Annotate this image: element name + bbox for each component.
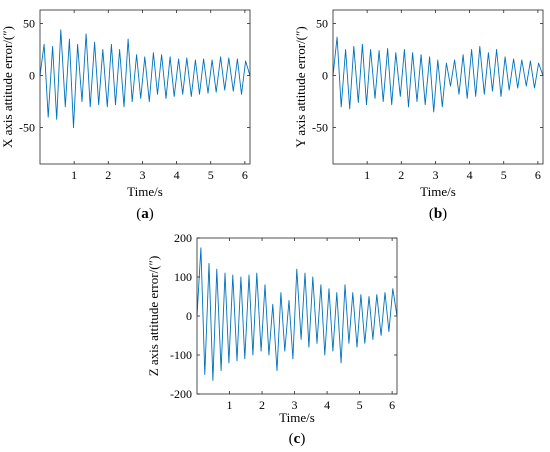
y-tick-label: 0 xyxy=(186,309,192,323)
panel-label-close-paren: ) xyxy=(149,206,154,222)
x-tick-label: 1 xyxy=(364,168,370,182)
y-tick-label: -200 xyxy=(170,387,192,401)
x-tick-label: 5 xyxy=(208,168,214,182)
series-line xyxy=(332,36,544,113)
x-tick-label: 4 xyxy=(324,398,330,412)
y-tick-label: 200 xyxy=(174,231,192,245)
x-tick-label: 3 xyxy=(432,168,438,182)
x-tick-label: 5 xyxy=(357,398,363,412)
chart-panel-b: 1 2 3 4 5 6 50 0 -50 Time/s Y axis attitude error/… xyxy=(293,9,544,222)
x-tick-label: 6 xyxy=(535,168,541,182)
chart-panel-c: 1 2 3 4 5 6 200 100 0 -100 -200 Time/s Z axis attitu… xyxy=(146,231,398,447)
x-tick-label: 3 xyxy=(139,168,145,182)
x-tick-label: 6 xyxy=(242,168,248,182)
panel-label-letter: a xyxy=(141,206,149,222)
series-line xyxy=(39,29,251,129)
panel-label-close-paren: ) xyxy=(300,431,305,447)
panel-label-close-paren: ) xyxy=(442,206,447,222)
y-tick-label: 50 xyxy=(316,17,328,31)
x-axis-label: Time/s xyxy=(127,184,163,199)
x-tick-label: 6 xyxy=(389,398,395,412)
panel-label-letter: b xyxy=(434,206,442,222)
panel-label: (a) xyxy=(136,206,154,222)
y-tick-label: -100 xyxy=(170,348,192,362)
y-tick-label: 50 xyxy=(23,17,35,31)
x-tick-label: 2 xyxy=(259,398,265,412)
x-tick-label: 2 xyxy=(105,168,111,182)
x-tick-label: 3 xyxy=(292,398,298,412)
panel-label-letter: c xyxy=(294,431,301,447)
y-tick-label: 0 xyxy=(322,69,328,83)
y-axis-label: Z axis attitude error/(″) xyxy=(146,256,161,377)
panel-label: (c) xyxy=(289,431,306,447)
panel-label-open-paren: ( xyxy=(429,206,434,222)
panel-label-open-paren: ( xyxy=(289,431,294,447)
plot-frame xyxy=(39,9,251,165)
y-axis-label: Y axis attitude error/(″) xyxy=(293,26,308,148)
x-tick-label: 5 xyxy=(501,168,507,182)
x-axis-label: Time/s xyxy=(279,410,315,425)
y-tick-label: -50 xyxy=(19,121,35,135)
x-tick-label: 2 xyxy=(398,168,404,182)
series-line xyxy=(196,247,398,381)
x-tick-label: 1 xyxy=(227,398,233,412)
x-tick-label: 1 xyxy=(71,168,77,182)
panel-label-open-paren: ( xyxy=(136,206,141,222)
y-tick-label: -50 xyxy=(312,121,328,135)
y-tick-label: 0 xyxy=(29,69,35,83)
y-axis-label: X axis attitude error/(″) xyxy=(0,26,15,148)
panel-label: (b) xyxy=(429,206,447,222)
y-tick-label: 100 xyxy=(174,270,192,284)
x-axis-label: Time/s xyxy=(420,184,456,199)
plot-frame xyxy=(332,9,544,165)
x-tick-label: 4 xyxy=(467,168,473,182)
chart-panel-a: 1 2 3 4 5 6 50 0 -50 Time/s X axis attitude error/… xyxy=(0,9,251,222)
x-tick-label: 4 xyxy=(174,168,180,182)
